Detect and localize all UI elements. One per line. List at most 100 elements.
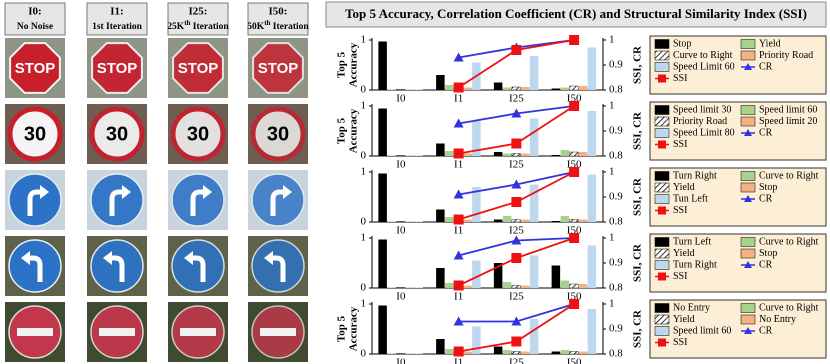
marker xyxy=(569,299,580,309)
header-box xyxy=(247,2,309,36)
y-tick-label: 0 xyxy=(361,150,367,162)
arrow-head xyxy=(283,185,292,199)
turn-sign xyxy=(171,173,225,227)
y2-tick-label: 1 xyxy=(609,298,615,310)
legend-swatch xyxy=(740,39,756,49)
bar xyxy=(472,187,481,222)
speed-sign xyxy=(250,106,306,162)
stop-sign xyxy=(172,42,224,94)
legend-swatch xyxy=(740,116,756,127)
bar xyxy=(445,283,454,288)
legend-label: SSI xyxy=(673,73,687,84)
legend-label: SSI xyxy=(673,205,687,216)
legend-marker xyxy=(658,140,666,149)
legend-swatch xyxy=(740,105,756,115)
bar xyxy=(511,351,521,355)
legend-swatch xyxy=(654,248,670,259)
bar xyxy=(502,216,512,222)
bar xyxy=(560,280,570,288)
arrow xyxy=(109,185,131,216)
sign-image: STOP xyxy=(168,38,228,98)
y-tick-label: 1 xyxy=(361,298,367,310)
bar xyxy=(560,87,570,90)
arrow xyxy=(21,251,43,282)
marker xyxy=(511,336,522,347)
bar xyxy=(378,173,387,222)
bar xyxy=(396,155,406,157)
x-tick-label: I1 xyxy=(454,93,463,105)
bar xyxy=(520,153,530,156)
bar xyxy=(520,351,530,354)
legend-swatch xyxy=(740,182,756,193)
legend-box xyxy=(649,35,827,95)
bar xyxy=(551,155,561,156)
noentry-bar xyxy=(99,328,135,336)
header-line1: I0: xyxy=(28,6,41,18)
legend-marker xyxy=(744,261,752,268)
bar xyxy=(529,184,539,222)
sign-image: STOP xyxy=(5,38,65,98)
legend-swatch xyxy=(740,248,756,259)
sign-image xyxy=(87,236,147,296)
bar xyxy=(511,219,521,223)
bar xyxy=(493,263,503,288)
sign-image xyxy=(87,170,147,230)
turn-sign xyxy=(8,173,62,227)
bar xyxy=(511,285,521,289)
bar xyxy=(405,89,414,90)
y2-tick-label: 0.8 xyxy=(609,84,623,96)
legend-label: Yield xyxy=(759,38,781,49)
bar xyxy=(463,285,472,288)
legend-swatch xyxy=(654,194,670,204)
bar xyxy=(445,151,454,156)
y2-tick-label: 0.9 xyxy=(609,59,623,71)
y2-axis-label: SSI, CR xyxy=(632,111,644,150)
bar xyxy=(578,284,588,288)
bar xyxy=(414,353,423,354)
bar xyxy=(405,221,414,222)
bar xyxy=(436,75,445,90)
x-tick-label: I0 xyxy=(396,357,406,364)
marker xyxy=(511,197,522,207)
legend-marker xyxy=(658,74,666,83)
bar xyxy=(414,221,423,222)
bar xyxy=(578,152,588,156)
x-tick-label: I25 xyxy=(509,357,524,364)
sign-image: 30 xyxy=(168,104,228,164)
legend-swatch xyxy=(654,326,670,336)
bar xyxy=(587,111,597,156)
bar xyxy=(396,353,406,355)
marker xyxy=(453,214,464,225)
header-part: Iteration xyxy=(190,22,229,32)
marker xyxy=(453,280,464,291)
header-box xyxy=(167,2,229,36)
arrow xyxy=(103,251,125,282)
legend-label: Curve to Right xyxy=(759,236,819,247)
header-line1: I1: xyxy=(110,6,123,18)
bar xyxy=(569,351,579,355)
sign-image xyxy=(168,302,228,362)
bar xyxy=(472,121,481,156)
turn-sign xyxy=(90,173,144,227)
sign-image xyxy=(248,170,308,230)
stop-sign xyxy=(91,42,143,94)
bar xyxy=(551,88,561,90)
sign-image: 30 xyxy=(248,104,308,164)
x-tick-label: I25 xyxy=(509,159,524,171)
bar xyxy=(378,41,387,90)
header-line2: 1st Iteration xyxy=(92,22,143,32)
sign-text: STOP xyxy=(178,60,219,77)
bar xyxy=(578,219,588,222)
legend-label: Stop xyxy=(759,248,777,259)
bar xyxy=(436,339,445,354)
bar xyxy=(436,268,445,288)
bar xyxy=(502,87,512,90)
arrow-shaft xyxy=(272,255,286,282)
arrow-head xyxy=(203,185,212,199)
bar xyxy=(529,118,539,156)
x-tick-label: I0 xyxy=(396,225,406,237)
bar xyxy=(463,351,472,354)
bar xyxy=(560,350,570,354)
header-line2: No Noise xyxy=(17,22,53,32)
